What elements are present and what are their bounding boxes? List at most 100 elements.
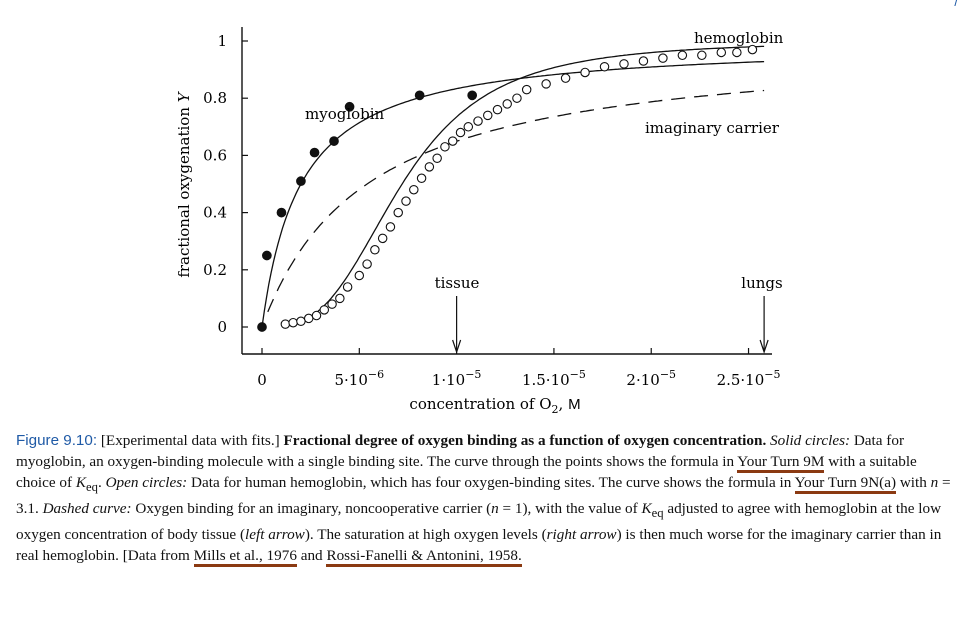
- axes: [241, 27, 772, 355]
- and-text: and: [300, 547, 323, 565]
- hemoglobin-point-2: [296, 316, 306, 327]
- label-hemoglobin: hemoglobin: [694, 29, 784, 47]
- y-tick-label-0: 0: [217, 318, 227, 336]
- k-symbol: K: [75, 474, 87, 491]
- hemoglobin-point-4: [311, 310, 322, 321]
- hemoglobin-point-33: [599, 61, 610, 72]
- hemoglobin-point-21: [447, 136, 458, 146]
- hemoglobin-point-24: [473, 116, 483, 126]
- hemoglobin-point-37: [677, 50, 688, 61]
- dashed-curve-label: Dashed curve:: [42, 500, 132, 518]
- hemoglobin-point-41: [747, 44, 758, 55]
- y-tick-label-2: 0.4: [203, 204, 227, 222]
- hemoglobin-point-19: [432, 153, 442, 164]
- hemoglobin-point-35: [638, 56, 649, 66]
- hemoglobin-point-22: [455, 127, 466, 138]
- figure-label: Figure 9.10:: [16, 432, 98, 449]
- solid-text-2: with a suitable choice of: [16, 453, 917, 491]
- hemoglobin-point-16: [409, 184, 419, 195]
- caption-intro: [Experimental data with fits.]: [100, 432, 280, 449]
- link-your-turn-9n[interactable]: Your Turn 9N(a): [794, 474, 897, 494]
- y-tick-label-3: 0.6: [203, 146, 227, 164]
- hemoglobin-point-11: [370, 245, 380, 255]
- xlabel-prefix: concentration of O: [409, 395, 551, 413]
- hemoglobin-point-1: [288, 317, 298, 328]
- hemoglobin-point-15: [401, 196, 411, 206]
- ylabel-var: Y: [175, 90, 193, 102]
- hemoglobin-point-26: [492, 104, 503, 115]
- myoglobin-point-1: [262, 250, 272, 261]
- hemoglobin-point-30: [541, 79, 551, 89]
- open-circles-label: Open circles:: [105, 474, 188, 491]
- k-subscript-2: eq: [651, 506, 664, 521]
- y-tick-label-4: 0.8: [203, 89, 227, 107]
- myoglobin-point-4: [309, 147, 320, 158]
- n-value-1: = 1), with the value of: [502, 500, 638, 518]
- hemoglobin-point-5: [319, 305, 330, 315]
- n-variable: n: [930, 474, 939, 491]
- hemoglobin-point-36: [658, 53, 668, 63]
- x-tick-label-1: 5·10−6: [334, 368, 384, 389]
- tick-labels: 0 0.2 0.4 0.6 0.8 1 0 5·10−6 1·10−5 1.5·10−5 2·10−…: [203, 32, 780, 389]
- label-lungs: lungs: [741, 274, 782, 292]
- ylabel: fractional oxygenation Y: [175, 90, 193, 277]
- y-tick-label-1: 0.2: [203, 261, 227, 279]
- dashed-text-1: Oxygen binding for an imaginary, noncoop…: [135, 500, 492, 518]
- hemoglobin-point-39: [716, 47, 727, 58]
- lungs-arrow-head: [759, 339, 769, 354]
- dashed-text-4: ) is then much worse for the imaginary c…: [16, 526, 942, 565]
- hemoglobin-point-40: [732, 47, 742, 58]
- hemoglobin-point-0: [280, 319, 291, 329]
- link-mills[interactable]: Mills et al., 1976: [193, 547, 297, 568]
- myoglobin-point-5: [329, 136, 339, 146]
- dashed-text-2: adjusted to agree with hemoglobin at the…: [16, 500, 942, 544]
- data-points: [257, 44, 758, 332]
- fit-curves: [261, 45, 765, 328]
- hemoglobin-point-29: [521, 84, 532, 95]
- solid-text-1: Data for myoglobin, an oxygen-binding mo…: [16, 432, 905, 470]
- data-from: [Data from: [122, 547, 190, 565]
- arrows: [452, 296, 769, 354]
- oxygen-binding-chart: 0 0.2 0.4 0.6 0.8 1 0 5·10−6 1·10−5 1.5·10−5 2·10−…: [175, 27, 784, 416]
- solid-circles-label: Solid circles:: [770, 432, 851, 449]
- myoglobin-point-7: [414, 90, 425, 101]
- k-subscript: eq: [86, 480, 98, 495]
- hemoglobin-point-20: [440, 142, 450, 152]
- caption-title: Fractional degree of oxygen binding as a…: [283, 432, 767, 449]
- left-arrow-text: left arrow: [245, 526, 305, 544]
- link-rossi[interactable]: Rossi-Fanelli & Antonini, 1958.: [326, 547, 522, 568]
- hemoglobin-point-14: [393, 207, 403, 218]
- label-myoglobin: myoglobin: [305, 105, 385, 123]
- open-text-1: Data for human hemoglobin, which has fou…: [191, 474, 792, 491]
- myoglobin-fit: [261, 60, 765, 328]
- label-imaginary-carrier: imaginary carrier: [645, 119, 780, 137]
- x-tick-label-5: 2.5·10−5: [717, 368, 781, 389]
- hemoglobin-point-17: [416, 173, 427, 184]
- page-corner-mark: /: [954, 0, 958, 9]
- dashed-text-3: ). The saturation at high oxygen levels …: [304, 526, 547, 544]
- label-tissue: tissue: [435, 274, 480, 292]
- hemoglobin-point-12: [377, 233, 388, 244]
- hemoglobin-point-18: [424, 162, 435, 172]
- x-tick-label-0: 0: [257, 371, 267, 389]
- hemoglobin-fit: [285, 45, 765, 327]
- hemoglobin-point-23: [463, 122, 474, 132]
- x-tick-label-4: 2·10−5: [626, 368, 676, 389]
- xlabel-unit: M: [568, 396, 581, 413]
- annotations: fractional oxygenation Y concentration o…: [175, 29, 784, 416]
- tissue-arrow-head: [452, 339, 462, 354]
- hemoglobin-point-10: [362, 259, 372, 269]
- myoglobin-point-6: [344, 101, 355, 112]
- right-arrow-text: right arrow: [546, 526, 617, 544]
- hemoglobin-point-27: [502, 99, 512, 109]
- hemoglobin-point-32: [580, 67, 590, 78]
- open-text-2: with: [899, 474, 927, 491]
- hemoglobin-point-9: [354, 270, 365, 281]
- hemoglobin-point-8: [342, 282, 353, 292]
- link-your-turn-9m[interactable]: Your Turn 9M: [737, 453, 825, 473]
- x-tick-label-2: 1·10−5: [432, 368, 482, 389]
- hemoglobin-point-3: [303, 313, 314, 324]
- hemoglobin-point-31: [560, 73, 571, 83]
- figure-caption: Figure 9.10: [Experimental data with fit…: [16, 430, 956, 568]
- hemoglobin-point-25: [483, 110, 493, 121]
